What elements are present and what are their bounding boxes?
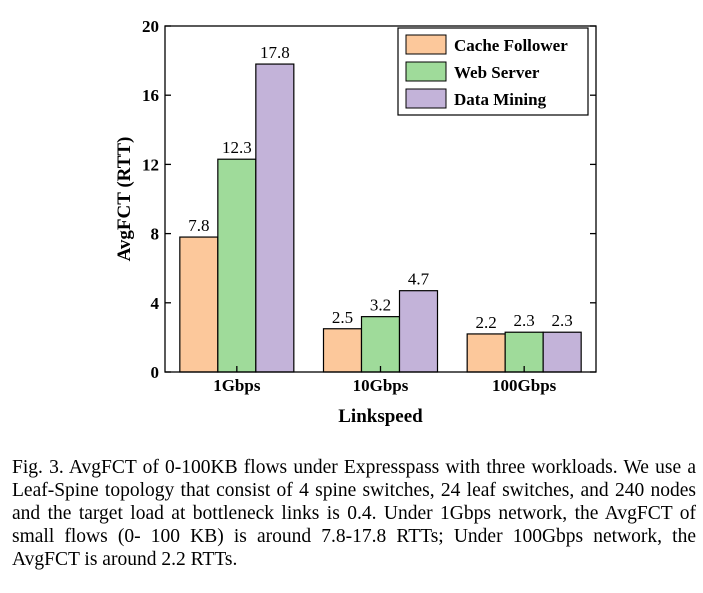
bar — [466, 333, 506, 373]
y-tick-label: 12 — [142, 155, 159, 174]
x-tick-label: 10Gbps — [353, 376, 409, 395]
bar-value-label: 2.3 — [552, 311, 573, 330]
bar — [217, 158, 257, 373]
legend-label: Data Mining — [454, 90, 547, 109]
y-tick-label: 20 — [142, 17, 159, 36]
y-axis: 0 4 8 12 16 20 — [142, 17, 596, 382]
bar-value-label: 4.7 — [408, 270, 430, 289]
legend-label: Web Server — [454, 63, 540, 82]
bar-value-label: 2.2 — [476, 313, 497, 332]
legend-label: Cache Follower — [454, 36, 568, 55]
bar — [179, 236, 219, 373]
bar-value-label: 17.8 — [260, 43, 290, 62]
y-axis-label: AvgFCT (RTT) — [114, 137, 135, 262]
bar-value-label: 2.3 — [514, 311, 535, 330]
legend-swatch — [405, 61, 447, 82]
bar-value-label: 12.3 — [222, 138, 252, 157]
legend-swatch — [405, 34, 447, 55]
bar — [322, 328, 363, 373]
legend: Cache Follower Web Server Data Mining — [397, 27, 589, 116]
bar-value-label: 3.2 — [370, 296, 391, 315]
y-tick-label: 16 — [142, 86, 159, 105]
y-tick-label: 0 — [151, 363, 160, 382]
y-tick-label: 4 — [151, 294, 160, 313]
x-axis: 1Gbps 10Gbps 100Gbps — [213, 366, 557, 395]
bar — [255, 63, 295, 373]
legend-swatch — [405, 88, 447, 109]
x-axis-label: Linkspeed — [338, 406, 423, 427]
bar — [360, 316, 401, 373]
x-tick-label: 100Gbps — [492, 376, 557, 395]
figure-caption: Fig. 3. AvgFCT of 0-100KB flows under Ex… — [12, 457, 696, 570]
bar — [542, 331, 582, 373]
bar-chart: 7.812.317.82.53.24.72.2 2.3 2.3 048121620 … — [114, 17, 597, 427]
bar — [398, 290, 439, 373]
value-labels-group: 7.8 12.3 17.8 2.5 3.2 4.7 2.2 2.3 2.3 — [188, 43, 573, 332]
x-tick-label: 1Gbps — [213, 376, 261, 395]
y-tick-label: 8 — [151, 225, 160, 244]
bar-value-label: 2.5 — [332, 308, 353, 327]
bar — [504, 331, 544, 373]
bar-value-label: 7.8 — [188, 216, 209, 235]
bars-group — [179, 63, 582, 373]
